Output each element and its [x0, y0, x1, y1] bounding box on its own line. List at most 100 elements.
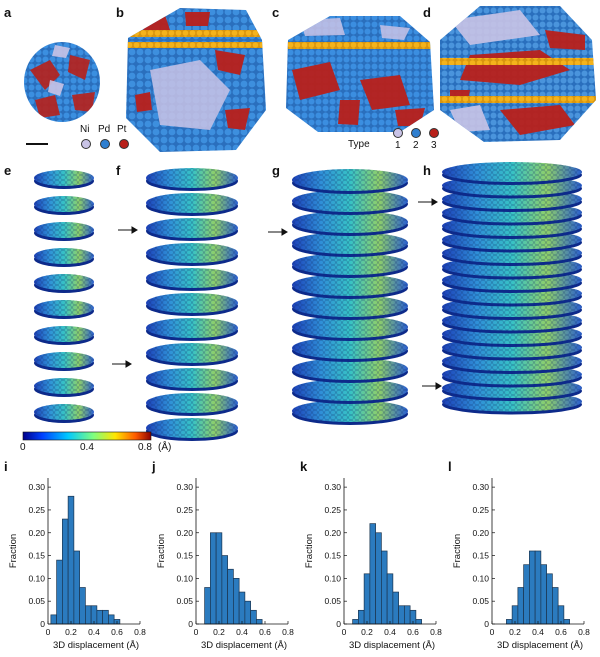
y-tick-label: 0.05: [324, 596, 341, 606]
colorbar: [22, 431, 152, 441]
y-tick-label: 0.20: [28, 528, 45, 538]
y-tick-label: 0.10: [472, 573, 489, 583]
legend-ni-dot: [81, 139, 91, 149]
x-tick-label: 0.2: [361, 627, 373, 637]
y-tick-label: 0.10: [324, 573, 341, 583]
x-axis-label: 3D displacement (Å): [201, 640, 287, 651]
x-tick-label: 0.2: [213, 627, 225, 637]
hist-j-bar: [250, 609, 257, 625]
layer-stacks: [22, 162, 582, 441]
x-tick-label: 0.6: [407, 627, 419, 637]
y-tick-label: 0.15: [176, 551, 193, 561]
stack-0-layer-atoms: [34, 274, 94, 290]
hist-j-bar: [221, 555, 228, 625]
stack-2-layer-atoms: [292, 169, 408, 191]
stack-2-layer-atoms: [292, 316, 408, 338]
stack-1-layer-atoms: [146, 318, 238, 338]
hist-i-bar: [62, 518, 69, 625]
x-tick-label: 0: [46, 627, 51, 637]
y-axis-label: Fraction: [8, 534, 19, 568]
y-tick-label: 0.10: [176, 573, 193, 583]
stack-0-layer-atoms: [34, 404, 94, 420]
y-tick-label: 0.30: [324, 482, 341, 492]
hist-k-bar: [363, 573, 371, 625]
hist-l-bar: [540, 564, 547, 625]
stack-0-layer-atoms: [34, 378, 94, 394]
y-tick-label: 0.30: [28, 482, 45, 492]
x-axis-label: 3D displacement (Å): [53, 640, 139, 651]
type-1-label: 1: [395, 140, 401, 151]
legend-pt-dot: [119, 139, 129, 149]
stack-0-layer-atoms: [34, 300, 94, 316]
hist-k-bar: [392, 591, 399, 625]
hist-l-bar: [534, 550, 542, 625]
y-tick-label: 0.05: [472, 596, 489, 606]
hist-i-bar: [96, 609, 103, 625]
hist-j-bar: [244, 600, 251, 625]
stack-1-layer-atoms: [146, 393, 238, 413]
y-tick-label: 0.15: [28, 551, 45, 561]
x-tick-label: 0.4: [384, 627, 396, 637]
x-tick-label: 0.6: [111, 627, 123, 637]
y-tick-label: 0.20: [176, 528, 193, 538]
panel-label-k: k: [300, 459, 308, 474]
hist-l-bar: [563, 619, 570, 625]
y-tick-label: 0.15: [472, 551, 489, 561]
panel-label-a: a: [4, 5, 12, 20]
histogram-j: 0 0.05 0.10 0.15 0.20 0.25 0.30 0 0.2 0.4 0.6 0.8 3D…: [156, 478, 294, 651]
stack-0-layer-atoms: [34, 248, 94, 264]
stack-1-layer-atoms: [146, 268, 238, 288]
panel-label-d: d: [423, 5, 431, 20]
stack-1-layer-atoms: [146, 368, 238, 388]
colorbar-tick-2: 0.8: [138, 442, 152, 453]
x-tick-label: 0.8: [134, 627, 146, 637]
y-tick-label: 0.10: [28, 573, 45, 583]
hist-j-bar: [215, 532, 223, 625]
stack-2-layer-atoms: [292, 232, 408, 254]
x-tick-label: 0: [490, 627, 495, 637]
y-tick-label: 0.20: [324, 528, 341, 538]
y-axis-label: Fraction: [156, 534, 167, 568]
y-tick-label: 0.25: [324, 505, 341, 515]
hist-j-bar: [238, 591, 246, 625]
stack-2-layer-atoms: [292, 400, 408, 422]
colorbar-tick-1: 0.4: [80, 442, 94, 453]
stack-1-layer-atoms: [146, 293, 238, 313]
legend-pt-label: Pt: [117, 124, 127, 135]
x-tick-label: 0: [342, 627, 347, 637]
x-tick-label: 0.2: [509, 627, 521, 637]
panel-label-j: j: [152, 459, 156, 474]
colorbar-unit: (Å): [158, 442, 172, 453]
panel-label-h: h: [423, 163, 431, 178]
hist-l-bar: [506, 619, 513, 625]
type-3-label: 3: [431, 140, 437, 151]
hist-l-bar: [546, 573, 553, 625]
stack-1-layer-atoms: [146, 218, 238, 238]
hist-k-bar: [352, 619, 359, 625]
x-tick-label: 0.6: [555, 627, 567, 637]
y-tick-label: 0.25: [176, 505, 193, 515]
type-2-label: 2: [413, 140, 419, 151]
legend-ni-label: Ni: [80, 124, 90, 135]
interface-arrows: [112, 198, 442, 390]
stack-1-layer-atoms: [146, 193, 238, 213]
hist-l-bar: [517, 587, 524, 625]
hist-k-bar: [386, 573, 394, 625]
stack-2-layer-atoms: [292, 190, 408, 212]
y-tick-label: 0: [336, 619, 341, 629]
y-tick-label: 0.25: [472, 505, 489, 515]
x-tick-label: 0.6: [259, 627, 271, 637]
hist-j-bar: [204, 587, 211, 625]
histogram-l: 0 0.05 0.10 0.15 0.20 0.25 0.30 0 0.2 0.4 0.6 0.8 3D…: [452, 478, 590, 651]
stack-2-layer-atoms: [292, 295, 408, 317]
y-tick-label: 0: [40, 619, 45, 629]
type-3-dot: [429, 128, 439, 138]
hist-i-bar: [79, 587, 86, 625]
hist-k-bar: [415, 619, 422, 625]
stack-2-layer-atoms: [292, 211, 408, 233]
y-tick-label: 0.30: [472, 482, 489, 492]
histogram-k: 0 0.05 0.10 0.15 0.20 0.25 0.30 0 0.2 0.4 0.6 0.8 3D…: [304, 478, 442, 651]
hist-l-bar: [552, 587, 559, 625]
x-tick-label: 0.8: [430, 627, 442, 637]
y-tick-label: 0.05: [176, 596, 193, 606]
